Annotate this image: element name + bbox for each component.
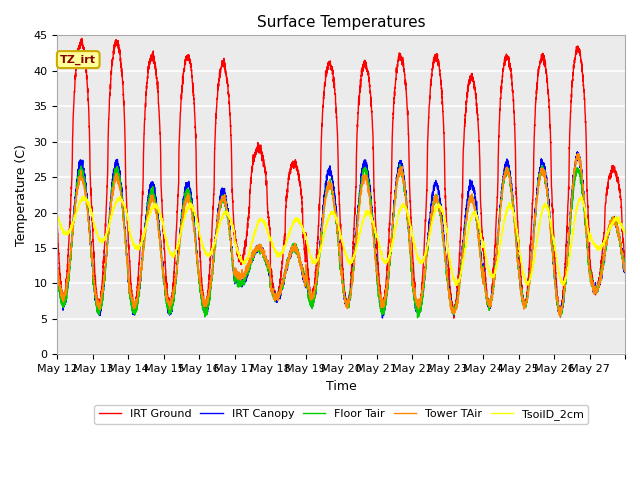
Tower TAir [540, 166, 547, 172]
TsoilD_2cm [172, 251, 179, 256]
TsoilD_2cm [116, 193, 124, 199]
Tower TAir [621, 266, 629, 272]
Tower TAir [393, 182, 401, 188]
IRT Ground [78, 36, 86, 41]
IRT Ground [362, 62, 370, 68]
Floor Tair [540, 167, 548, 172]
IRT Ground [497, 89, 505, 95]
IRT Ground [393, 70, 401, 76]
TsoilD_2cm [525, 280, 532, 286]
TsoilD_2cm [362, 207, 370, 213]
Floor Tair [497, 198, 505, 204]
Legend: IRT Ground, IRT Canopy, Floor Tair, Tower TAir, TsoilD_2cm: IRT Ground, IRT Canopy, Floor Tair, Towe… [94, 405, 588, 424]
IRT Canopy [573, 149, 581, 155]
Line: Floor Tair: Floor Tair [58, 164, 625, 318]
IRT Canopy [540, 160, 547, 166]
IRT Ground [540, 54, 548, 60]
IRT Canopy [379, 315, 387, 321]
IRT Ground [621, 258, 629, 264]
IRT Canopy [172, 282, 179, 288]
Tower TAir [54, 263, 61, 269]
IRT Canopy [497, 195, 505, 201]
TsoilD_2cm [497, 238, 505, 244]
IRT Ground [525, 266, 533, 272]
Tower TAir [525, 281, 532, 287]
Floor Tair [393, 181, 401, 187]
IRT Canopy [621, 268, 629, 274]
TsoilD_2cm [621, 231, 629, 237]
Tower TAir [556, 313, 564, 319]
Tower TAir [362, 177, 370, 182]
IRT Ground [54, 225, 61, 230]
IRT Canopy [362, 163, 370, 169]
Floor Tair [362, 170, 370, 176]
TsoilD_2cm [540, 204, 547, 210]
Tower TAir [574, 150, 582, 156]
Line: IRT Ground: IRT Ground [58, 38, 625, 318]
IRT Ground [172, 252, 179, 258]
Text: TZ_irt: TZ_irt [60, 54, 96, 65]
TsoilD_2cm [54, 213, 61, 219]
Tower TAir [172, 282, 179, 288]
Floor Tair [172, 285, 179, 291]
Title: Surface Temperatures: Surface Temperatures [257, 15, 426, 30]
Line: IRT Canopy: IRT Canopy [58, 152, 625, 318]
TsoilD_2cm [559, 283, 567, 288]
Line: TsoilD_2cm: TsoilD_2cm [58, 196, 625, 286]
Floor Tair [396, 161, 404, 167]
TsoilD_2cm [393, 220, 401, 226]
Line: Tower TAir: Tower TAir [58, 153, 625, 316]
IRT Canopy [525, 282, 532, 288]
X-axis label: Time: Time [326, 380, 356, 393]
Floor Tair [525, 282, 533, 288]
Floor Tair [54, 269, 61, 275]
Tower TAir [497, 199, 505, 205]
IRT Canopy [393, 175, 401, 180]
IRT Canopy [54, 264, 61, 269]
Y-axis label: Temperature (C): Temperature (C) [15, 144, 28, 246]
Floor Tair [621, 268, 629, 274]
Floor Tair [413, 315, 421, 321]
IRT Ground [450, 315, 458, 321]
